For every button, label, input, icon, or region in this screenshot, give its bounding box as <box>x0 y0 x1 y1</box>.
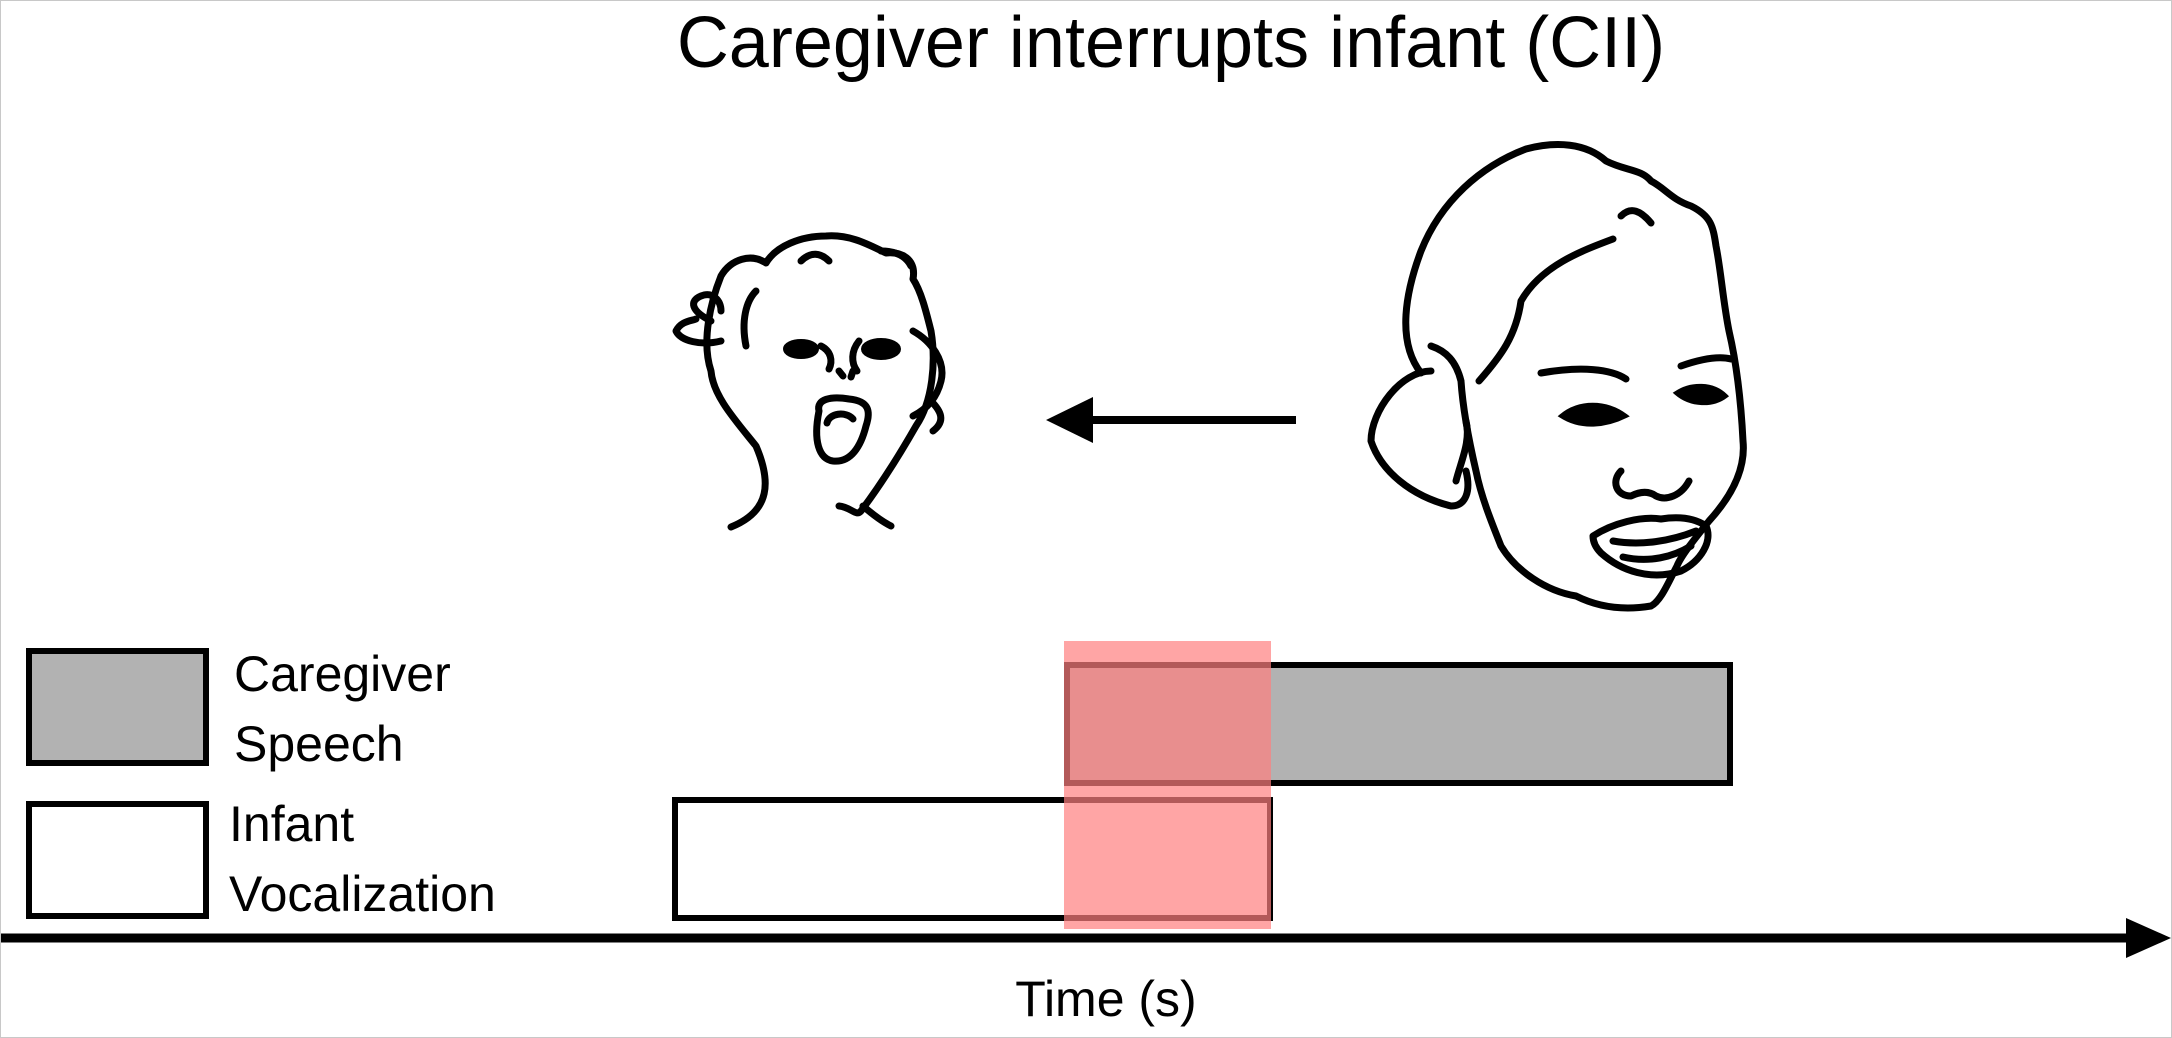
overlap-highlight <box>1064 641 1271 929</box>
left-arrow-icon <box>1046 397 1296 443</box>
time-axis <box>1 918 2171 958</box>
caregiver-face-icon <box>1367 141 1747 612</box>
legend-infant-label-line2: Vocalization <box>229 866 496 922</box>
legend-infant-label-line1: Infant <box>229 796 354 852</box>
legend-infant-swatch <box>26 801 209 919</box>
diagram-title: Caregiver interrupts infant (CII) <box>677 3 1665 83</box>
legend-caregiver-label-line2: Speech <box>234 716 404 772</box>
time-axis-label: Time (s) <box>1015 971 1196 1027</box>
legend-caregiver-swatch <box>26 648 209 766</box>
legend-caregiver-label-line1: Caregiver <box>234 646 451 702</box>
infant-face-icon <box>672 232 946 531</box>
